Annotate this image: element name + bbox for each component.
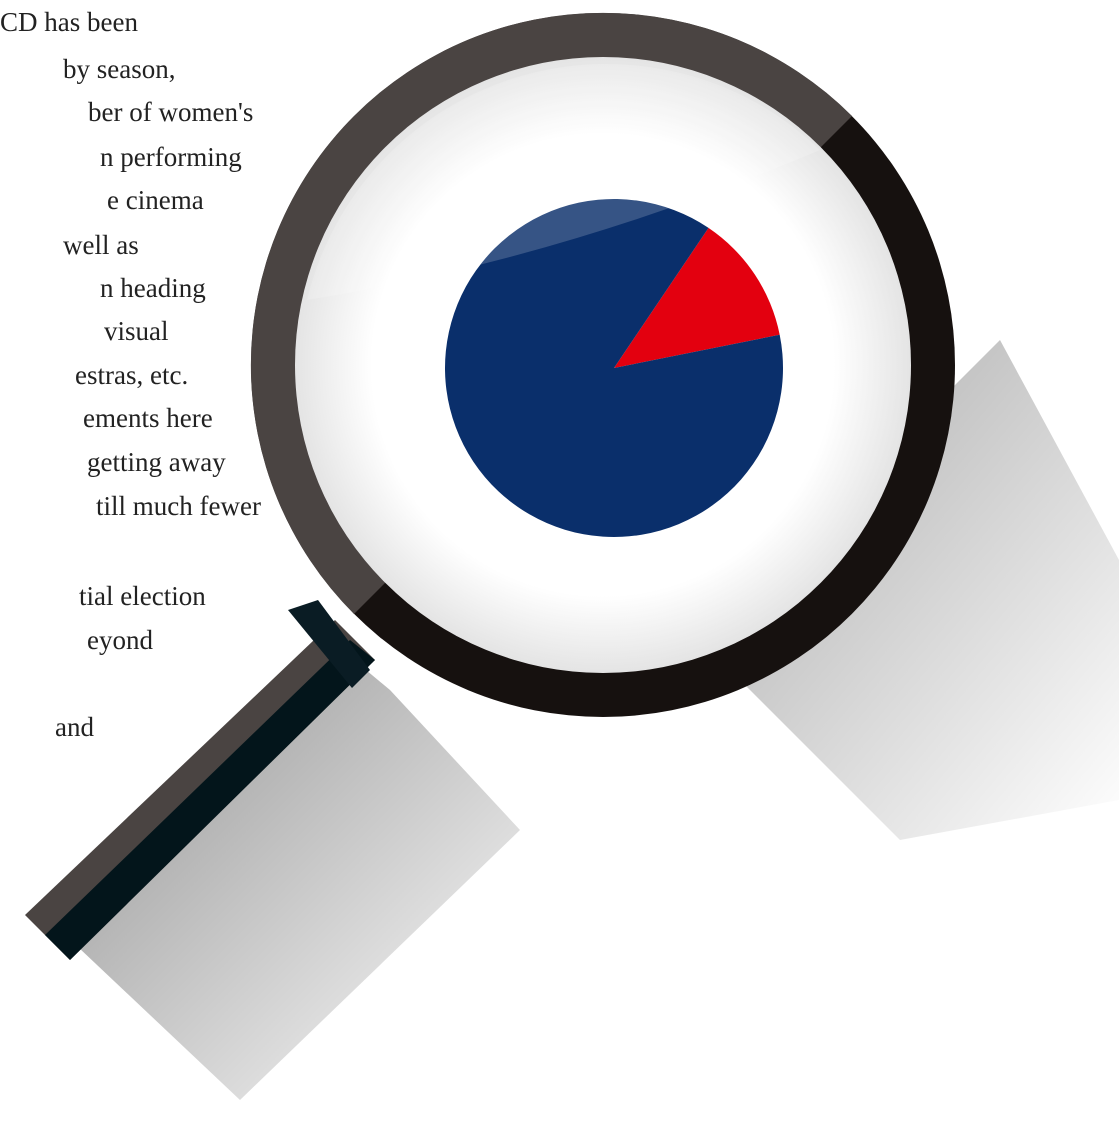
text-line: n performing [100,142,242,172]
text-line: eyond [87,625,153,655]
text-line: by season, [63,54,175,84]
lens-shadow [700,340,1119,840]
handle-collar [288,600,370,688]
text-line: visual [104,316,169,346]
text-line: CD has been [0,7,138,37]
lens-glare [307,63,820,301]
pie-chart [445,199,783,538]
body-text: CD has been by season, ber of women's n per… [0,7,261,742]
handle-dark [45,640,375,960]
text-line: till much fewer [96,491,261,521]
text-line: n heading [100,273,206,303]
pie-slice [614,227,780,368]
text-line: tial election [79,581,206,611]
text-line: and [55,712,94,742]
text-line: getting away [87,447,226,477]
text-line: ements here [83,403,213,433]
text-line: e cinema [107,185,204,215]
text-line: ber of women's [88,97,253,127]
handle-shadow [60,640,520,1100]
text-line: well as [63,230,139,260]
pie-slice [445,199,783,538]
text-line: estras, etc. [75,360,188,390]
